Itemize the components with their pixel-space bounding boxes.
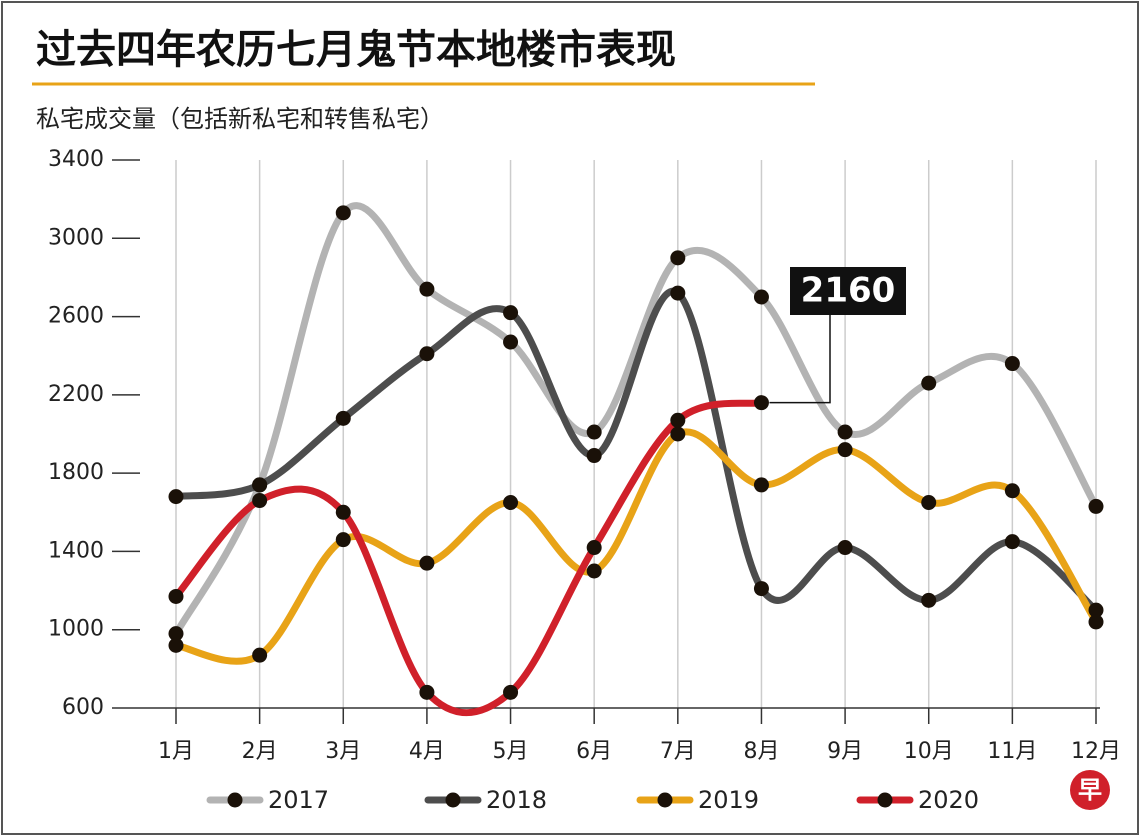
data-point (753, 395, 769, 411)
x-tick-label: 3月 (325, 739, 361, 764)
legend-label: 2020 (918, 786, 979, 814)
data-point (1004, 356, 1020, 372)
data-point (921, 592, 937, 608)
data-point (1088, 498, 1104, 514)
y-tick-label: 1800 (48, 460, 104, 485)
data-point (753, 581, 769, 597)
x-tick-label: 5月 (493, 739, 529, 764)
legend-dot (445, 792, 461, 808)
x-tick-label: 12月 (1071, 739, 1121, 764)
data-point (1088, 614, 1104, 630)
y-tick-label: 1000 (48, 617, 104, 642)
chart-title: 过去四年农历七月鬼节本地楼市表现 (36, 27, 676, 73)
y-tick-label: 600 (62, 695, 104, 720)
data-point (837, 424, 853, 440)
subtitle: 私宅成交量（包括新私宅和转售私宅） (36, 105, 444, 133)
legend-dot (657, 792, 673, 808)
series-line (172, 399, 765, 717)
data-point (503, 305, 519, 321)
data-point (168, 588, 184, 604)
x-tick-label: 8月 (743, 739, 779, 764)
annotation-leader (769, 315, 831, 404)
y-tick-label: 2200 (48, 382, 104, 407)
annotation-box (790, 267, 906, 315)
data-point (503, 684, 519, 700)
data-point (503, 334, 519, 350)
data-point (335, 532, 351, 548)
data-point (1004, 483, 1020, 499)
data-point (586, 424, 602, 440)
legend-label: 2019 (698, 786, 759, 814)
y-tick-label: 3000 (48, 225, 104, 250)
data-point (670, 412, 686, 428)
data-point (837, 442, 853, 458)
data-point (921, 375, 937, 391)
data-point (419, 346, 435, 362)
x-tick-label: 11月 (987, 739, 1037, 764)
legend-dot (877, 792, 893, 808)
y-tick-label: 3400 (48, 147, 104, 172)
x-tick-label: 1月 (158, 739, 194, 764)
data-point (1004, 534, 1020, 550)
legend-dot (227, 792, 243, 808)
data-point (168, 489, 184, 505)
y-tick-label: 2600 (48, 304, 104, 329)
x-tick-label: 9月 (827, 739, 863, 764)
legend-label: 2018 (486, 786, 547, 814)
data-point (586, 540, 602, 556)
data-point (753, 477, 769, 493)
data-point (168, 637, 184, 653)
data-point (1088, 602, 1104, 618)
annotation: 2160 (801, 271, 896, 311)
data-point (837, 540, 853, 556)
logo: 早 (1078, 776, 1102, 804)
data-point (670, 250, 686, 266)
legend-label: 2017 (268, 786, 329, 814)
x-tick-label: 2月 (242, 739, 278, 764)
data-point (419, 555, 435, 571)
data-point (252, 493, 268, 509)
data-point (335, 504, 351, 520)
data-point (503, 495, 519, 510)
data-point (168, 626, 184, 642)
data-point (921, 495, 937, 510)
x-tick-label: 4月 (409, 739, 445, 764)
data-point (586, 563, 602, 579)
y-tick-label: 1400 (48, 538, 104, 563)
data-point (419, 281, 435, 297)
data-point (252, 477, 268, 493)
data-point (335, 205, 351, 221)
data-point (419, 684, 435, 700)
x-tick-label: 10月 (904, 739, 954, 764)
logo-badge (1070, 770, 1110, 810)
data-point (335, 410, 351, 426)
data-point (670, 426, 686, 442)
data-point (252, 647, 268, 663)
data-point (670, 285, 686, 301)
data-point (586, 448, 602, 464)
x-tick-label: 6月 (576, 739, 612, 764)
data-point (753, 289, 769, 305)
x-tick-label: 7月 (660, 739, 696, 764)
